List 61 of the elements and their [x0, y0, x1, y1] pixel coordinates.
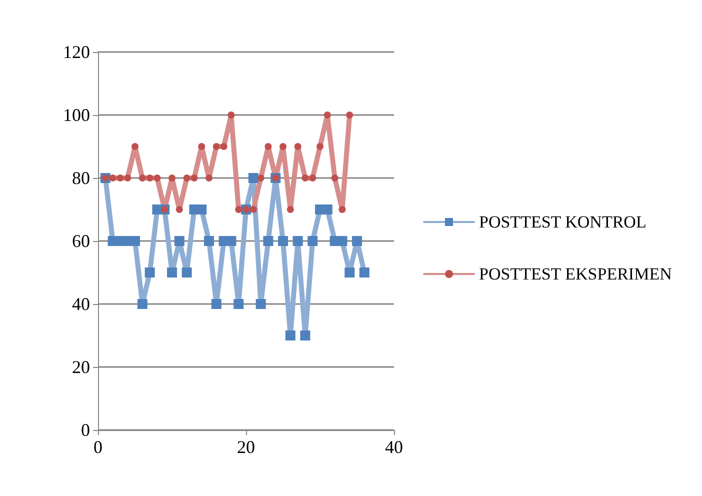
legend-label: POSTTEST EKSPERIMEN	[479, 264, 672, 284]
point	[257, 174, 264, 182]
point	[116, 174, 124, 182]
point	[168, 174, 176, 182]
y-tick-label: 100	[63, 105, 90, 125]
x-tick-label: 40	[385, 437, 403, 457]
point	[248, 173, 258, 183]
point	[280, 143, 286, 150]
point	[331, 174, 338, 182]
legend-label: POSTTEST KONTROL	[479, 212, 646, 232]
point	[256, 299, 266, 309]
point	[359, 268, 370, 278]
point	[264, 143, 272, 150]
point	[190, 174, 198, 182]
point	[137, 299, 148, 309]
point	[124, 174, 132, 182]
y-tick-label: 80	[72, 168, 90, 188]
point	[338, 206, 346, 213]
y-tick-label: 60	[72, 231, 90, 251]
point	[308, 236, 318, 246]
point	[109, 174, 116, 182]
point	[250, 206, 257, 213]
point	[154, 174, 161, 182]
point	[204, 236, 214, 246]
point	[300, 330, 310, 340]
point	[144, 268, 155, 278]
y-tick-label: 40	[72, 294, 90, 314]
point	[174, 236, 184, 246]
point	[132, 143, 138, 150]
point	[211, 299, 222, 309]
point	[228, 112, 235, 118]
point	[263, 236, 274, 246]
point	[346, 112, 354, 118]
point	[324, 112, 331, 118]
point	[352, 236, 362, 246]
point	[235, 206, 242, 213]
point	[146, 174, 154, 182]
point	[212, 143, 220, 150]
point	[286, 206, 294, 213]
point	[182, 268, 192, 278]
point	[183, 174, 190, 182]
point	[344, 268, 355, 278]
y-tick-label: 0	[81, 420, 90, 440]
point	[278, 236, 288, 246]
point	[198, 143, 206, 150]
point	[167, 268, 177, 278]
point	[234, 299, 244, 309]
point	[220, 143, 228, 150]
point	[309, 174, 316, 182]
point	[302, 174, 309, 182]
point	[138, 174, 146, 182]
y-tick-label: 20	[72, 357, 90, 377]
point	[176, 206, 183, 213]
point	[316, 143, 324, 150]
x-tick-label: 20	[237, 437, 255, 457]
point	[292, 236, 303, 246]
point	[206, 174, 212, 182]
x-tick-label: 0	[94, 437, 102, 457]
point	[285, 330, 296, 340]
y-tick-label: 120	[63, 42, 90, 62]
point	[294, 143, 302, 150]
